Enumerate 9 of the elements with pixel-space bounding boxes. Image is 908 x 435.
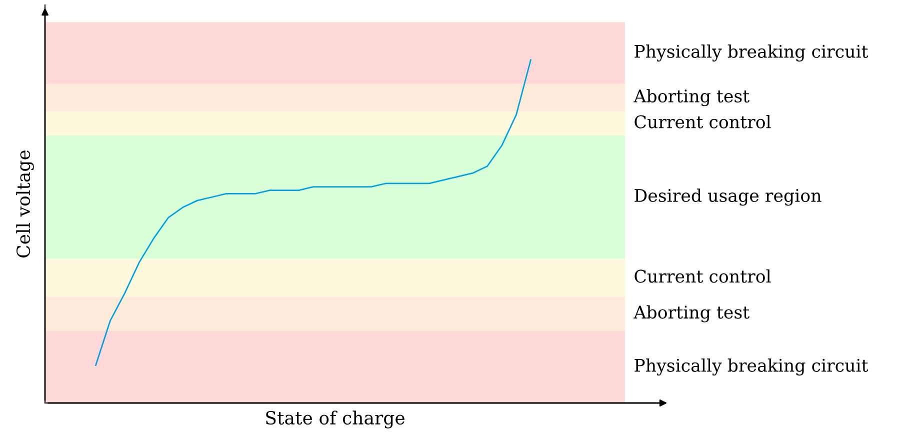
band-label: Aborting test	[634, 305, 750, 322]
y-axis-title: Cell voltage	[16, 150, 34, 258]
band-label: Physically breaking circuit	[634, 358, 868, 376]
band-label: Current control	[634, 114, 771, 128]
band-label: Aborting test	[634, 89, 750, 106]
band-label: Current control	[634, 269, 771, 283]
band-label: Physically breaking circuit	[634, 44, 868, 62]
x-axis-title: State of charge	[266, 410, 404, 428]
band-label: Desired usage region	[634, 188, 822, 206]
